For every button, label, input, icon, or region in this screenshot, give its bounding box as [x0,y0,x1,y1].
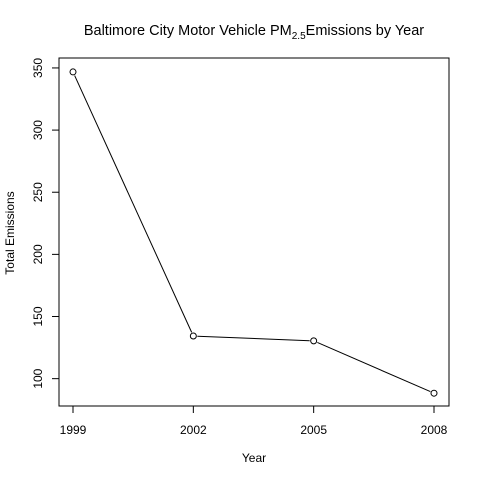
data-point [69,68,77,76]
x-tick-label: 1999 [60,423,87,437]
series-line-segment [74,75,193,333]
y-tick-label: 150 [31,306,45,326]
data-point [310,337,318,345]
series-line-segment [317,342,431,393]
y-axis: 100 150 200 250 300 350 [31,58,60,389]
y-tick-label: 350 [31,58,45,78]
x-tick-label: 2002 [180,423,207,437]
x-axis: 1999 2002 2005 2008 [60,405,448,437]
y-tick-label: 300 [31,120,45,140]
y-axis-label: Total Emissions [3,191,17,274]
data-point [189,332,197,340]
y-tick-label: 250 [31,182,45,202]
data-point [430,389,438,397]
series-line-segment [197,335,310,342]
chart-title: Baltimore City Motor Vehicle PM2.5Emissi… [84,23,424,42]
x-tick-label: 2008 [421,423,448,437]
x-axis-label: Year [242,451,266,465]
series-group [69,68,438,397]
x-tick-label: 2005 [300,423,327,437]
y-tick-label: 100 [31,368,45,388]
y-tick-label: 200 [31,244,45,264]
plot-frame [58,57,450,407]
